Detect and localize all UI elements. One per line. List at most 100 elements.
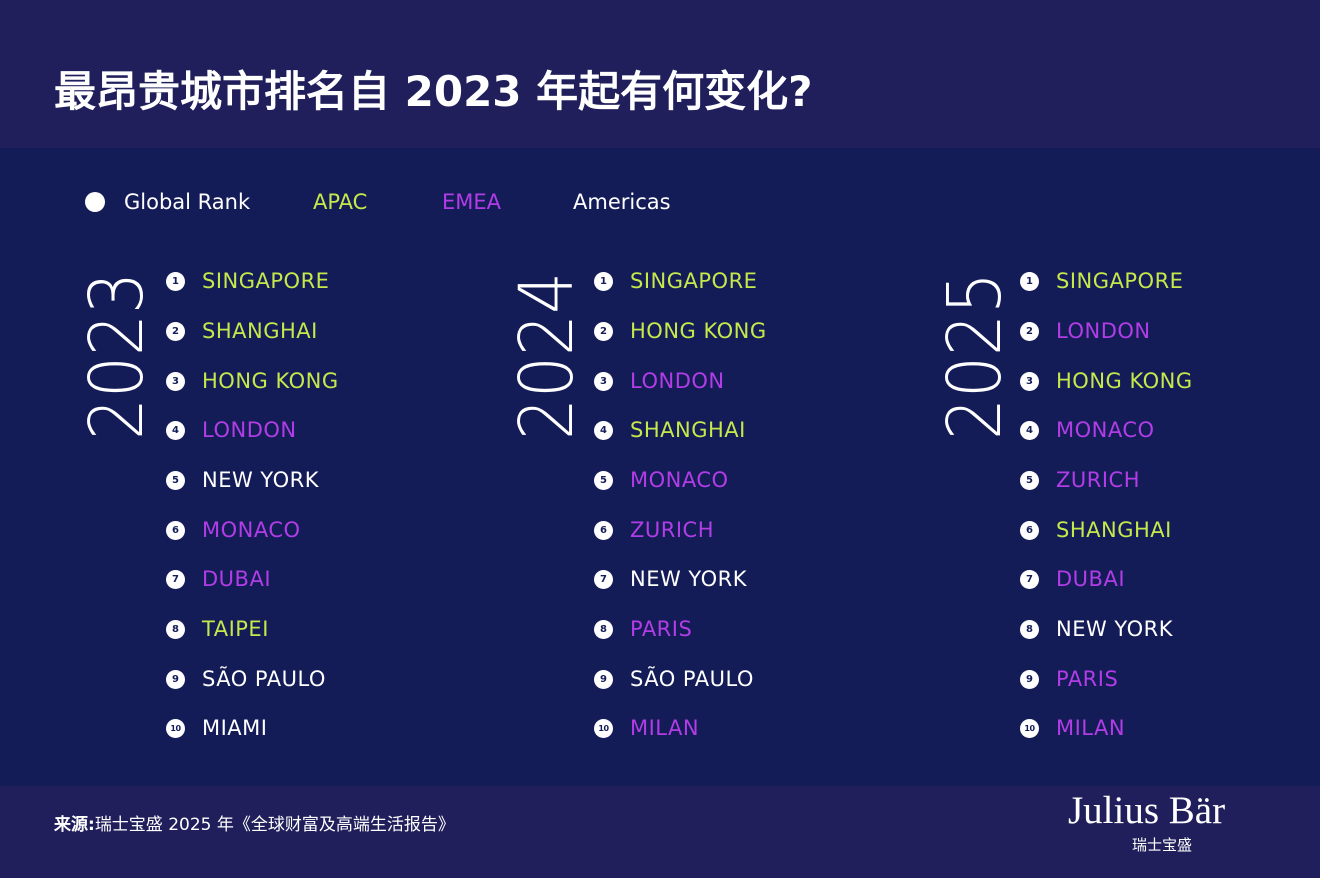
rank-badge: 1 bbox=[166, 272, 185, 291]
city-name: MONACO bbox=[202, 518, 301, 542]
list-item: 5 ZURICH bbox=[1020, 463, 1320, 497]
list-item: 3 LONDON bbox=[594, 364, 954, 398]
rank-badge: 2 bbox=[594, 322, 613, 341]
rank-badge: 5 bbox=[166, 471, 185, 490]
city-name: ZURICH bbox=[1056, 468, 1140, 492]
page-title: 最昂贵城市排名自 2023 年起有何变化? bbox=[54, 67, 813, 116]
list-item: 1 SINGAPORE bbox=[594, 264, 954, 298]
rank-badge: 4 bbox=[1020, 421, 1039, 440]
source-text: 瑞士宝盛 2025 年《全球财富及高端生活报告》 bbox=[94, 815, 455, 835]
year-text: 2025 bbox=[940, 272, 1004, 440]
list-item: 9 SÃO PAULO bbox=[594, 662, 954, 696]
year-text: 2024 bbox=[512, 272, 576, 440]
city-name: MILAN bbox=[630, 716, 700, 740]
rank-badge: 1 bbox=[594, 272, 613, 291]
rank-badge: 8 bbox=[166, 620, 185, 639]
julius-baer-logo-subtitle: 瑞士宝盛 bbox=[1132, 836, 1193, 854]
list-item: 10 MIAMI bbox=[166, 711, 526, 745]
city-name: NEW YORK bbox=[202, 468, 319, 492]
city-name: SÃO PAULO bbox=[630, 667, 754, 691]
city-name: HONG KONG bbox=[630, 319, 767, 343]
list-item: 1 SINGAPORE bbox=[166, 264, 526, 298]
city-name: LONDON bbox=[630, 369, 725, 393]
city-name: PARIS bbox=[1056, 667, 1119, 691]
footer bbox=[0, 786, 1320, 878]
rank-badge: 10 bbox=[1020, 719, 1039, 738]
rank-badge: 7 bbox=[166, 570, 185, 589]
list-item: 4 MONACO bbox=[1020, 413, 1320, 447]
city-name: PARIS bbox=[630, 617, 693, 641]
list-item: 7 DUBAI bbox=[166, 562, 526, 596]
list-item: 3 HONG KONG bbox=[1020, 364, 1320, 398]
city-name: MILAN bbox=[1056, 716, 1126, 740]
legend-global-rank-label: Global Rank bbox=[124, 190, 251, 214]
city-name: HONG KONG bbox=[202, 369, 339, 393]
city-name: SHANGHAI bbox=[202, 319, 318, 343]
city-name: DUBAI bbox=[202, 567, 272, 591]
rank-badge: 5 bbox=[1020, 471, 1039, 490]
rank-badge: 2 bbox=[166, 322, 185, 341]
city-name: SHANGHAI bbox=[1056, 518, 1172, 542]
city-name: LONDON bbox=[1056, 319, 1151, 343]
source-label: 来源: bbox=[54, 815, 95, 835]
ranking-panel bbox=[0, 148, 1320, 786]
rank-badge: 3 bbox=[166, 372, 185, 391]
list-item: 7 DUBAI bbox=[1020, 562, 1320, 596]
city-name: TAIPEI bbox=[202, 617, 269, 641]
list-item: 10 MILAN bbox=[1020, 711, 1320, 745]
rank-badge: 6 bbox=[166, 521, 185, 540]
rank-badge: 10 bbox=[594, 719, 613, 738]
year-text: 2023 bbox=[82, 272, 146, 440]
city-name: SINGAPORE bbox=[202, 269, 330, 293]
rank-badge: 9 bbox=[1020, 670, 1039, 689]
list-item: 2 HONG KONG bbox=[594, 314, 954, 348]
rank-badge: 7 bbox=[594, 570, 613, 589]
julius-baer-logo: Julius Bär bbox=[1068, 789, 1226, 832]
city-name: NEW YORK bbox=[630, 567, 747, 591]
list-item: 8 NEW YORK bbox=[1020, 612, 1320, 646]
list-item: 10 MILAN bbox=[594, 711, 954, 745]
rank-badge: 3 bbox=[594, 372, 613, 391]
source-note: 来源:瑞士宝盛 2025 年《全球财富及高端生活报告》 bbox=[54, 812, 455, 838]
city-name: SÃO PAULO bbox=[202, 667, 326, 691]
city-name: DUBAI bbox=[1056, 567, 1126, 591]
rank-badge: 4 bbox=[166, 421, 185, 440]
year-label-0: 2023 bbox=[82, 270, 146, 440]
list-item: 7 NEW YORK bbox=[594, 562, 954, 596]
city-name: SHANGHAI bbox=[630, 418, 746, 442]
city-name: SINGAPORE bbox=[630, 269, 758, 293]
list-item: 6 MONACO bbox=[166, 513, 526, 547]
list-item: 3 HONG KONG bbox=[166, 364, 526, 398]
rank-badge: 3 bbox=[1020, 372, 1039, 391]
list-item: 2 SHANGHAI bbox=[166, 314, 526, 348]
rank-badge: 9 bbox=[594, 670, 613, 689]
list-item: 4 LONDON bbox=[166, 413, 526, 447]
header: 最昂贵城市排名自 2023 年起有何变化? bbox=[0, 0, 1320, 148]
list-item: 4 SHANGHAI bbox=[594, 413, 954, 447]
list-item: 2 LONDON bbox=[1020, 314, 1320, 348]
rank-badge: 8 bbox=[594, 620, 613, 639]
rank-badge: 7 bbox=[1020, 570, 1039, 589]
city-name: MONACO bbox=[1056, 418, 1155, 442]
city-name: LONDON bbox=[202, 418, 297, 442]
global-rank-dot-icon bbox=[85, 192, 105, 212]
city-name: HONG KONG bbox=[1056, 369, 1193, 393]
rank-badge: 1 bbox=[1020, 272, 1039, 291]
city-name: MONACO bbox=[630, 468, 729, 492]
list-item: 9 SÃO PAULO bbox=[166, 662, 526, 696]
list-item: 5 MONACO bbox=[594, 463, 954, 497]
rank-badge: 2 bbox=[1020, 322, 1039, 341]
year-label-1: 2024 bbox=[512, 270, 576, 440]
rank-badge: 10 bbox=[166, 719, 185, 738]
legend-americas: Americas bbox=[573, 190, 671, 214]
legend-apac: APAC bbox=[313, 190, 368, 214]
rank-badge: 6 bbox=[1020, 521, 1039, 540]
list-item: 1 SINGAPORE bbox=[1020, 264, 1320, 298]
list-item: 8 TAIPEI bbox=[166, 612, 526, 646]
city-name: MIAMI bbox=[202, 716, 268, 740]
city-name: SINGAPORE bbox=[1056, 269, 1184, 293]
city-name: NEW YORK bbox=[1056, 617, 1173, 641]
list-item: 9 PARIS bbox=[1020, 662, 1320, 696]
list-item: 6 SHANGHAI bbox=[1020, 513, 1320, 547]
rank-badge: 8 bbox=[1020, 620, 1039, 639]
